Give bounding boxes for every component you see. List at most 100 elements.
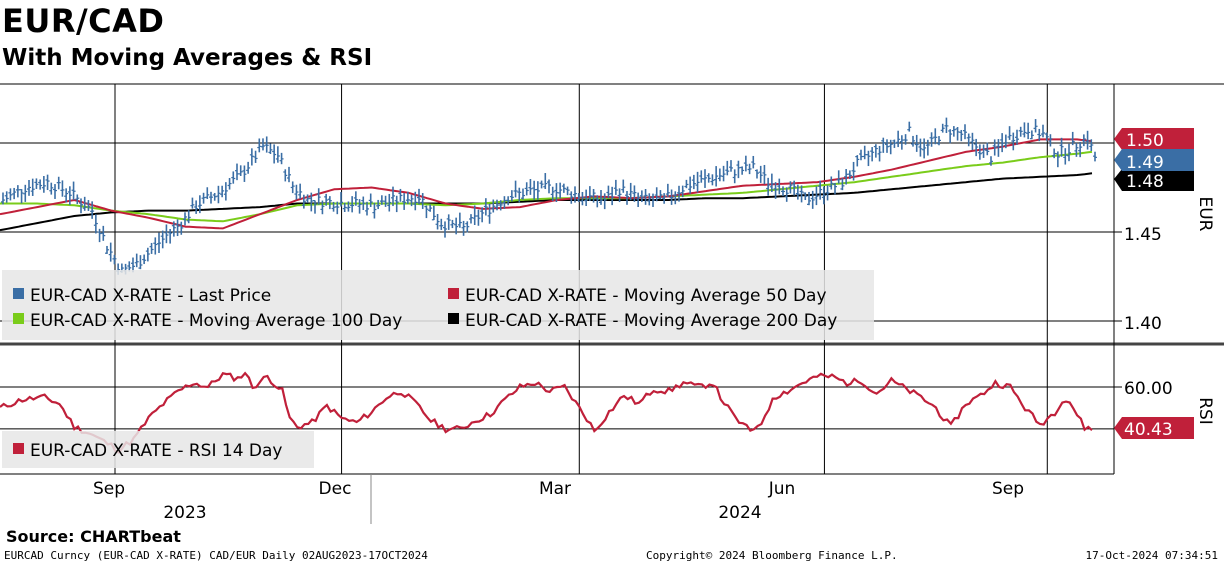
price-bar	[751, 155, 756, 169]
price-bar	[23, 184, 28, 202]
price-bar	[1081, 134, 1086, 147]
price-bar	[937, 136, 941, 146]
price-bar	[643, 188, 648, 205]
flag-rsi: 40.43	[1114, 417, 1194, 440]
price-bar	[75, 194, 80, 205]
price-bar	[625, 191, 629, 205]
price-bar	[398, 188, 403, 202]
price-bar	[249, 148, 254, 166]
price-bar	[743, 155, 748, 172]
price-bar	[93, 214, 98, 234]
price-bar	[766, 177, 771, 196]
price-bar	[45, 174, 50, 191]
price-bar	[1000, 133, 1005, 153]
price-bar	[461, 220, 466, 236]
x-tick-sep-2023: Sep	[93, 479, 125, 499]
price-bar	[628, 182, 633, 201]
price-bar	[606, 185, 611, 199]
price-bar	[818, 180, 823, 200]
x-tick-sep-2024: Sep	[992, 479, 1024, 499]
price-bar	[732, 169, 737, 184]
price-bar	[41, 175, 46, 193]
ticker-info: EURCAD Curncy (EUR-CAD X-RATE) CAD/EUR D…	[4, 549, 428, 562]
price-bar	[651, 193, 655, 207]
price-bar	[602, 193, 607, 210]
price-bar	[1074, 142, 1079, 157]
price-bar	[301, 194, 306, 209]
price-bar	[1078, 141, 1083, 158]
price-bar	[67, 186, 72, 205]
price-bar	[350, 196, 355, 213]
price-bar	[8, 188, 13, 201]
price-bar	[543, 173, 548, 190]
price-bar	[951, 126, 956, 137]
price-bar	[201, 192, 206, 204]
price-bar	[532, 180, 537, 200]
price-bar	[792, 180, 797, 196]
price-bar	[829, 176, 834, 190]
price-bar	[740, 166, 745, 175]
price-bar	[216, 185, 221, 204]
price-bar	[1085, 130, 1090, 150]
price-bar	[688, 176, 693, 194]
price-bar	[105, 245, 109, 254]
price-bar	[677, 185, 681, 202]
price-bar	[38, 179, 43, 190]
price-bar	[1070, 131, 1075, 146]
price-bar	[212, 192, 217, 201]
price-bar	[495, 199, 499, 211]
price-bar	[60, 180, 65, 197]
price-bar	[933, 128, 938, 145]
price-bar	[888, 139, 893, 155]
price-bar	[636, 192, 641, 208]
price-bar	[101, 225, 106, 241]
price-bar	[138, 255, 143, 270]
price-bar	[948, 129, 953, 144]
price-bar	[1033, 119, 1038, 133]
price-bar	[807, 191, 811, 206]
price-bar	[755, 169, 759, 179]
price-bar	[242, 165, 247, 182]
price-bar	[454, 217, 459, 235]
price-bar	[784, 187, 789, 202]
price-bar	[929, 132, 934, 147]
price-bar	[431, 205, 436, 221]
price-bar	[825, 185, 830, 201]
price-bar	[357, 199, 362, 214]
price-bar	[112, 254, 117, 265]
price-bar	[881, 137, 886, 153]
price-bar	[1029, 130, 1034, 140]
price-bar	[246, 161, 251, 174]
rsi-axis-label: RSI	[1195, 397, 1215, 425]
price-bar	[669, 189, 674, 205]
price-bar	[327, 196, 332, 210]
price-bar	[383, 195, 388, 207]
price-bar	[457, 212, 462, 228]
price-bar	[183, 212, 187, 226]
y-tick-60: 60.00	[1124, 379, 1173, 399]
price-bar	[134, 253, 139, 268]
ma200-line	[0, 172, 1093, 232]
price-bar	[569, 191, 574, 204]
price-bar	[283, 169, 288, 182]
ma100-layer	[0, 150, 1093, 223]
price-bar	[487, 203, 492, 224]
price-bar	[836, 170, 841, 184]
price-bar	[443, 221, 447, 238]
price-bar	[372, 202, 377, 219]
price-bar	[695, 171, 700, 193]
price-bar	[480, 207, 485, 223]
price-bar	[469, 214, 473, 224]
price-bar	[810, 190, 815, 209]
rsi-y-axis: 60.00 RSI	[1114, 379, 1215, 425]
price-bar	[911, 135, 915, 147]
rsi-line	[0, 371, 1093, 454]
price-bar	[420, 193, 425, 209]
rsi-layer	[0, 371, 1093, 454]
price-bar	[970, 132, 975, 151]
price-bar	[175, 219, 180, 237]
price-bar	[717, 168, 722, 182]
price-bar	[821, 186, 826, 205]
price-bar	[1089, 139, 1094, 152]
price-bar	[4, 191, 9, 203]
